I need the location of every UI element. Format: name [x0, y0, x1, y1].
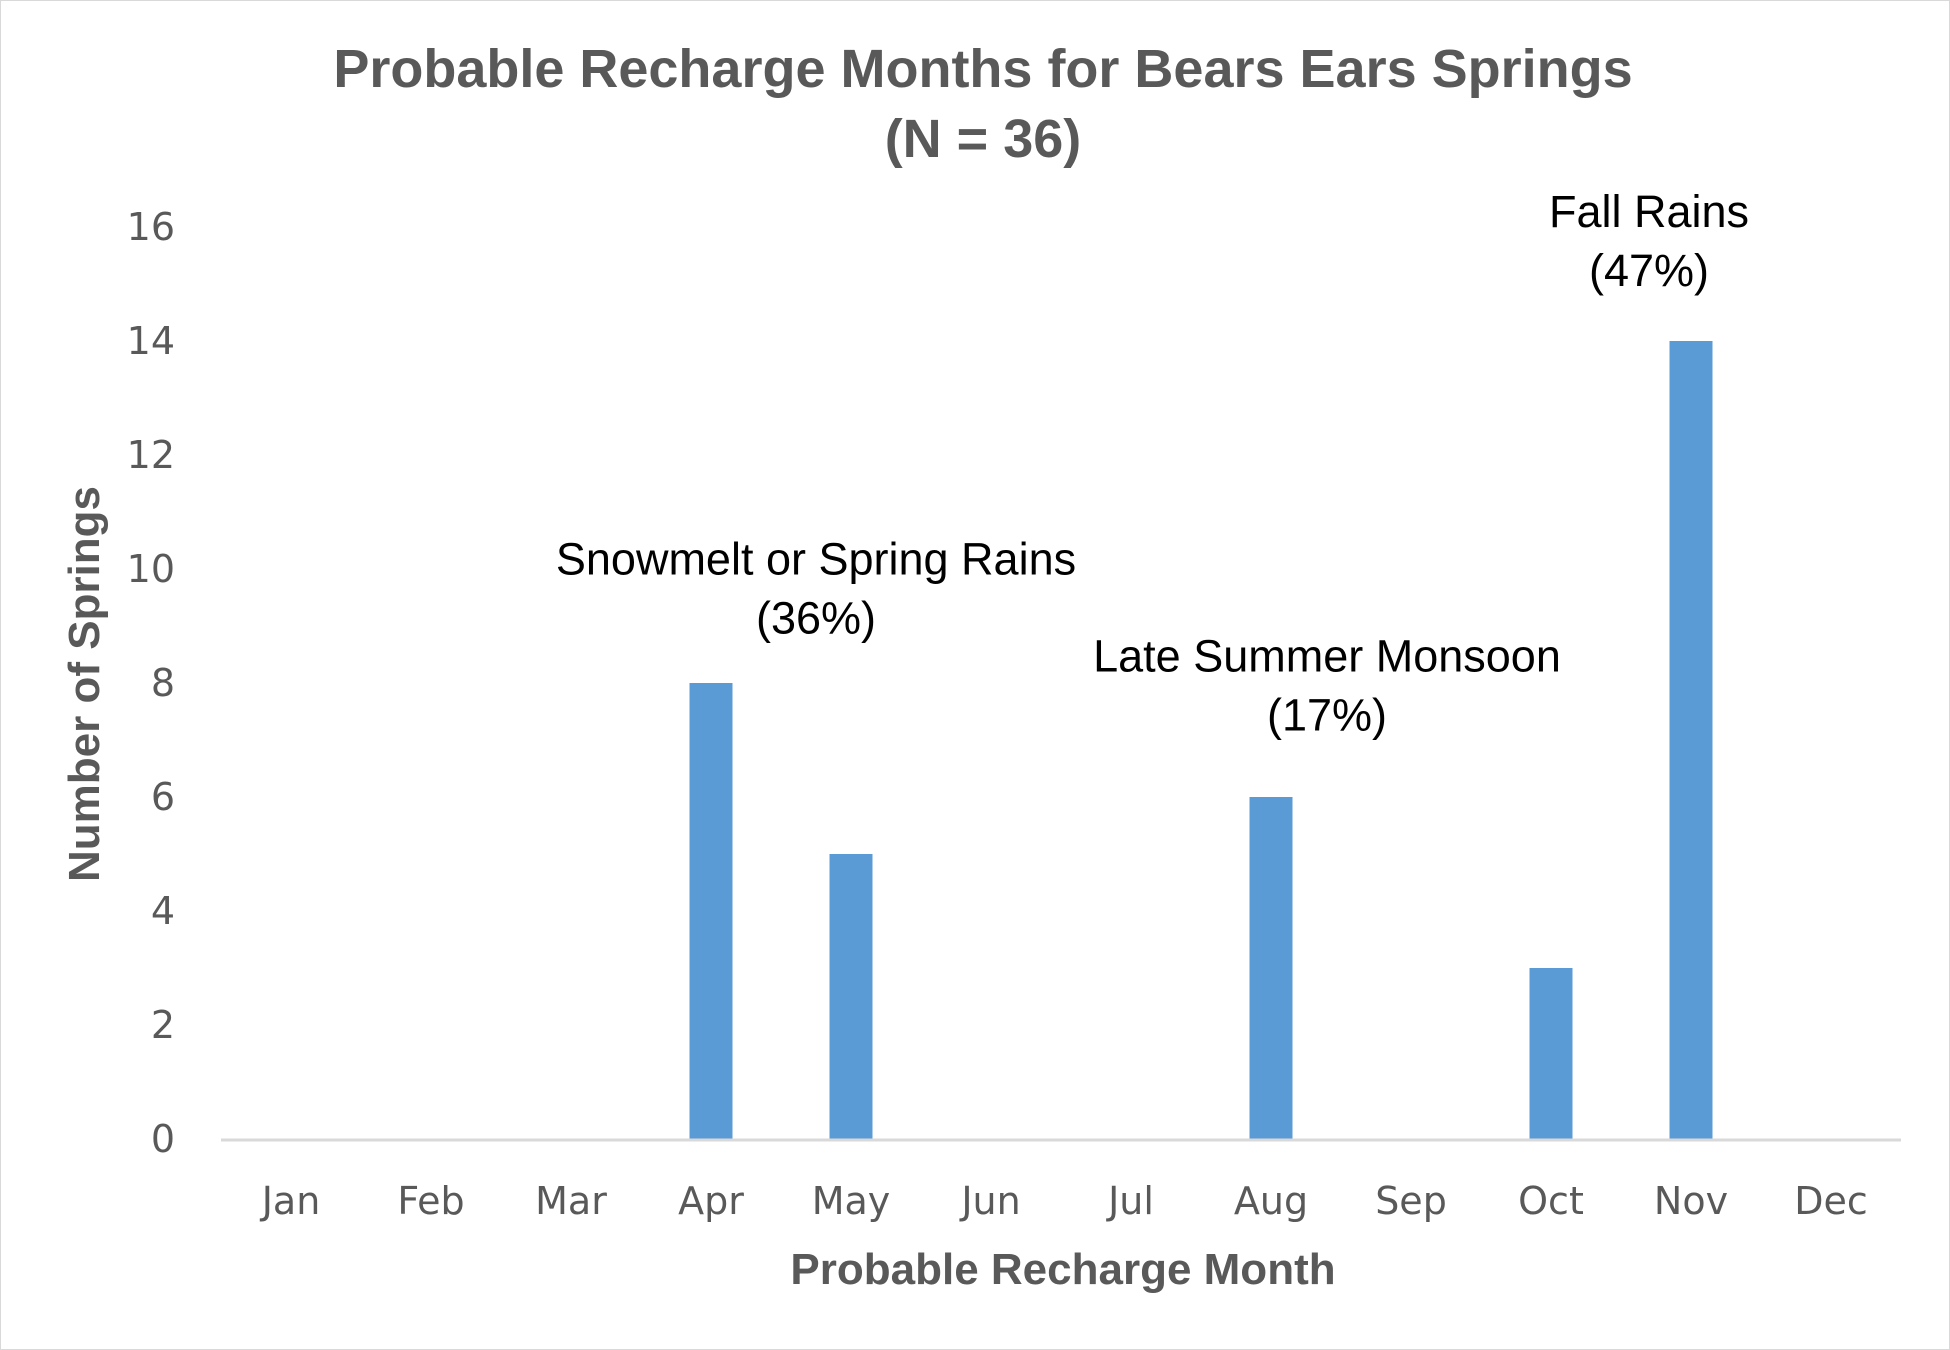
- annotation-percent: (36%): [756, 593, 876, 644]
- y-tick-label: 8: [151, 661, 175, 705]
- x-tick-label: Dec: [1794, 1179, 1868, 1223]
- annotation-label: Late Summer Monsoon: [1093, 631, 1561, 682]
- x-tick-label: Nov: [1654, 1179, 1728, 1223]
- y-tick-label: 6: [151, 775, 175, 819]
- bar-oct: [1529, 968, 1573, 1139]
- x-tick-label: Feb: [397, 1179, 464, 1223]
- y-tick-label: 2: [151, 1003, 175, 1047]
- x-tick-label: Sep: [1375, 1179, 1447, 1223]
- chart-subtitle: (N = 36): [885, 109, 1082, 169]
- y-tick-label: 4: [151, 889, 175, 933]
- annotation-percent: (17%): [1267, 690, 1387, 741]
- y-tick-label: 12: [127, 433, 175, 477]
- x-tick-label: Apr: [678, 1179, 744, 1223]
- x-tick-label: May: [812, 1179, 891, 1223]
- x-axis-title: Probable Recharge Month: [790, 1245, 1335, 1294]
- y-axis-title: Number of Springs: [60, 486, 109, 882]
- x-tick-label: Oct: [1518, 1179, 1584, 1223]
- x-tick-label: Jun: [959, 1179, 1020, 1223]
- bar-nov: [1669, 341, 1713, 1139]
- chart-title: Probable Recharge Months for Bears Ears …: [333, 39, 1632, 99]
- x-tick-label: Aug: [1234, 1179, 1308, 1223]
- y-tick-label: 14: [127, 319, 175, 363]
- bar-aug: [1249, 797, 1293, 1139]
- x-tick-label: Jan: [260, 1179, 321, 1223]
- annotation-label: Snowmelt or Spring Rains: [556, 534, 1076, 585]
- plot-area: 0 2 4 6 8 10 12 14 16 Jan Feb Mar Apr May Jun Jul Aug Sep…: [127, 186, 1901, 1223]
- y-tick-label: 10: [127, 547, 175, 591]
- annotation-label: Fall Rains: [1549, 186, 1749, 237]
- x-tick-label: Mar: [535, 1179, 607, 1223]
- y-tick-label: 16: [127, 205, 175, 249]
- x-tick-label: Jul: [1106, 1179, 1154, 1223]
- y-tick-label: 0: [151, 1117, 175, 1161]
- annotation-percent: (47%): [1589, 245, 1709, 296]
- bar-apr: [689, 683, 733, 1139]
- bar-may: [829, 854, 873, 1139]
